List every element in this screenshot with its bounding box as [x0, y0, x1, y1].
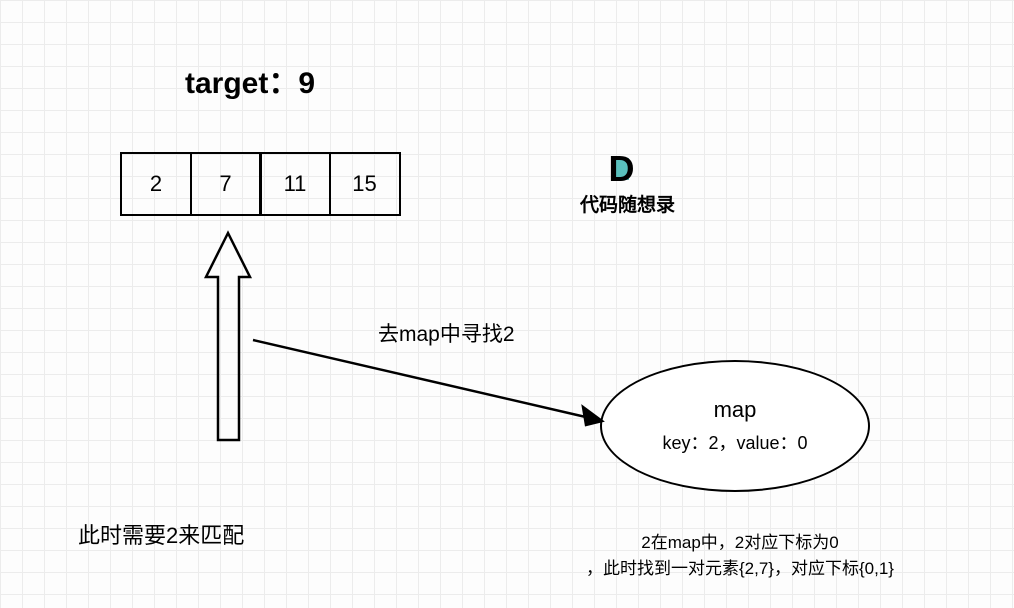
target-title: target：9 — [185, 58, 315, 102]
up-arrow-icon — [206, 233, 250, 440]
map-caption-line1: 2在map中，2对应下标为0 — [540, 530, 940, 556]
array-cell-3: 15 — [329, 152, 401, 216]
diagonal-arrow-icon — [253, 340, 602, 425]
arrows-overlay — [0, 0, 1014, 608]
map-title: map — [714, 397, 757, 423]
array-cell-0: 2 — [120, 152, 192, 216]
logo-text: 代码随想录 — [580, 190, 675, 217]
diagram-canvas: target：9 2 7 11 15 代码随想录 去map中寻找2 此时需要2来… — [0, 0, 1014, 608]
map-caption-line2: ，此时找到一对元素{2,7}，对应下标{0,1} — [540, 556, 940, 582]
array-cells: 2 7 11 15 — [120, 152, 401, 216]
watermark-logo: 代码随想录 — [580, 150, 675, 217]
caption-need-match: 此时需要2来匹配 — [78, 518, 244, 550]
logo-icon — [609, 150, 647, 188]
map-ellipse: map key：2，value：0 — [600, 360, 870, 492]
array-cell-2: 11 — [259, 152, 331, 216]
target-title-text: target：9 — [185, 67, 315, 100]
annotation-find-in-map: 去map中寻找2 — [378, 318, 515, 348]
map-keyvalue: key：2，value：0 — [662, 429, 807, 455]
array-cell-1: 7 — [190, 152, 262, 216]
map-caption: 2在map中，2对应下标为0 ，此时找到一对元素{2,7}，对应下标{0,1} — [540, 530, 940, 581]
